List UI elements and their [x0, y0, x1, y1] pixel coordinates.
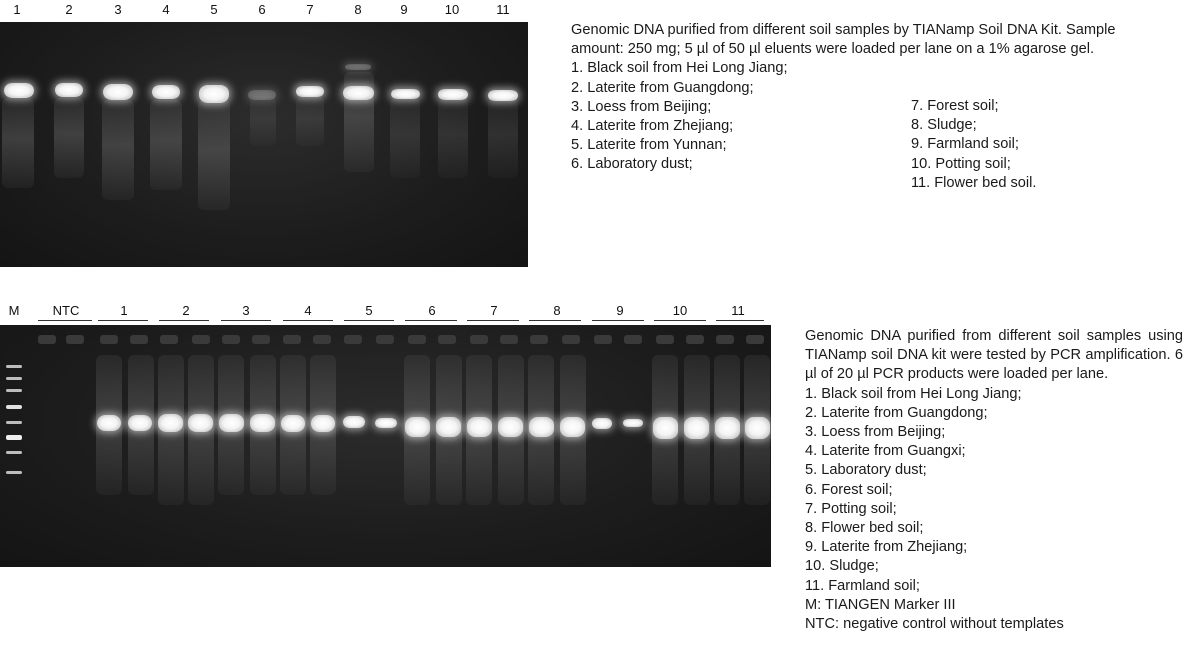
gel2-lane-labels: M NTC 1 2 3 4 5 6 7 8 9 10 11: [0, 303, 771, 321]
gel1-lane-label: 10: [444, 2, 460, 17]
lane-underline: [283, 320, 333, 321]
lane-underline: [159, 320, 209, 321]
gel2-lane-label: 11: [731, 303, 745, 318]
gel2-caption-item: NTC: negative control without templates: [805, 616, 1064, 633]
gel1-lane-label: 11: [496, 2, 510, 17]
gel2-lane-label: NTC: [52, 303, 80, 318]
gel1-lane-label: 7: [306, 2, 314, 17]
gel1-lane-label: 3: [114, 2, 122, 17]
gel2-caption-item: M: TIANGEN Marker III: [805, 596, 956, 613]
gel2-caption-intro: Genomic DNA purified from different soil…: [805, 328, 1183, 383]
gel1-caption-item: 9. Farmland soil;: [911, 136, 1019, 153]
gel2-lane-label: 3: [242, 303, 250, 318]
gel1-lane-label: 6: [258, 2, 266, 17]
gel2-lane-label: M: [8, 303, 20, 318]
lane-underline: [467, 320, 519, 321]
lane-underline: [654, 320, 706, 321]
gel1-caption-right: 7. Forest soil; 8. Sludge; 9. Farmland s…: [911, 97, 1036, 193]
gel2-lane-label: 5: [365, 303, 373, 318]
gel2-caption-item: 8. Flower bed soil;: [805, 520, 924, 537]
gel1-lane-labels: 1 2 3 4 5 6 7 8 9 10 11: [0, 2, 528, 20]
gel1-caption: Genomic DNA purified from different soil…: [571, 21, 1161, 175]
gel2-lane-label: 9: [616, 303, 624, 318]
gel1-caption-item: 5. Laterite from Yunnan;: [571, 137, 727, 154]
lane-underline: [405, 320, 457, 321]
gel1-caption-intro: Genomic DNA purified from different soil…: [571, 22, 1116, 58]
gel1-caption-item: 3. Loess from Beijing;: [571, 98, 712, 115]
lane-underline: [716, 320, 764, 321]
gel1-caption-item: 10. Potting soil;: [911, 155, 1011, 172]
gel2-lane-label: 8: [553, 303, 561, 318]
gel1-caption-item: 2. Laterite from Guangdong;: [571, 79, 754, 96]
gel2-lane-label: 2: [182, 303, 190, 318]
lane-underline: [344, 320, 394, 321]
gel2-lane-label: 6: [428, 303, 436, 318]
gel1-lane-label: 5: [210, 2, 218, 17]
gel1-caption-item: 4. Laterite from Zhejiang;: [571, 118, 734, 135]
gel2-lane-label: 7: [490, 303, 498, 318]
gel2-caption-item: 3. Loess from Beijing;: [805, 424, 946, 441]
gel1-caption-item: 11. Flower bed soil.: [911, 174, 1037, 191]
gel2-caption-item: 9. Laterite from Zhejiang;: [805, 539, 968, 556]
gel2-lane-label: 4: [304, 303, 312, 318]
gel1-image: [0, 22, 528, 267]
gel2-caption-item: 7. Potting soil;: [805, 500, 897, 517]
gel2-lane-label: 1: [120, 303, 128, 318]
gel1-lane-label: 4: [162, 2, 170, 17]
gel2-caption-item: 5. Laboratory dust;: [805, 462, 927, 479]
gel1-lane-label: 2: [65, 2, 73, 17]
gel2-caption-item: 1. Black soil from Hei Long Jiang;: [805, 385, 1022, 402]
lane-underline: [529, 320, 581, 321]
gel1-caption-item: 7. Forest soil;: [911, 98, 999, 114]
gel2-caption-item: 4. Laterite from Guangxi;: [805, 443, 966, 460]
gel2-caption-item: 2. Laterite from Guangdong;: [805, 404, 988, 421]
gel1-caption-item: 6. Laboratory dust;: [571, 156, 693, 173]
gel1-lane-label: 1: [13, 2, 21, 17]
lane-underline: [98, 320, 148, 321]
gel2-lane-label: 10: [672, 303, 688, 318]
gel1-caption-item: 8. Sludge;: [911, 117, 977, 134]
gel1-lane-label: 9: [400, 2, 408, 17]
gel2-image: [0, 325, 771, 567]
gel1-lane-label: 8: [354, 2, 362, 17]
lane-underline: [221, 320, 271, 321]
gel2-caption-item: 11. Farmland soil;: [805, 577, 920, 594]
gel2-caption-item: 10. Sludge;: [805, 558, 879, 575]
gel2-caption: Genomic DNA purified from different soil…: [805, 327, 1183, 634]
gel1-caption-item: 1. Black soil from Hei Long Jiang;: [571, 60, 788, 77]
lane-underline: [38, 320, 92, 321]
lane-underline: [592, 320, 644, 321]
gel2-caption-item: 6. Forest soil;: [805, 481, 893, 498]
